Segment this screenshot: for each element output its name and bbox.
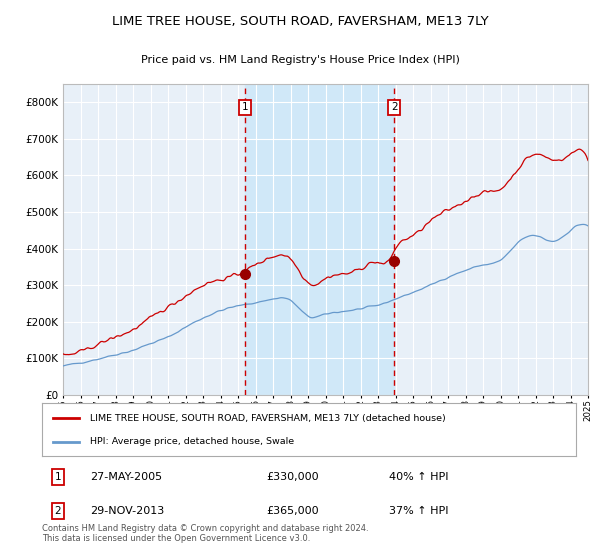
Bar — [245, 84, 394, 395]
Text: LIME TREE HOUSE, SOUTH ROAD, FAVERSHAM, ME13 7LY (detached house): LIME TREE HOUSE, SOUTH ROAD, FAVERSHAM, … — [90, 414, 446, 423]
Text: 1: 1 — [242, 102, 248, 113]
Text: 2: 2 — [391, 102, 397, 113]
Text: 2: 2 — [55, 506, 61, 516]
Text: £330,000: £330,000 — [266, 472, 319, 482]
Text: LIME TREE HOUSE, SOUTH ROAD, FAVERSHAM, ME13 7LY: LIME TREE HOUSE, SOUTH ROAD, FAVERSHAM, … — [112, 15, 488, 27]
Text: Contains HM Land Registry data © Crown copyright and database right 2024.
This d: Contains HM Land Registry data © Crown c… — [42, 524, 368, 543]
Text: 1: 1 — [55, 472, 61, 482]
Text: Price paid vs. HM Land Registry's House Price Index (HPI): Price paid vs. HM Land Registry's House … — [140, 55, 460, 65]
Text: 29-NOV-2013: 29-NOV-2013 — [90, 506, 164, 516]
Text: 27-MAY-2005: 27-MAY-2005 — [90, 472, 162, 482]
Text: £365,000: £365,000 — [266, 506, 319, 516]
Text: HPI: Average price, detached house, Swale: HPI: Average price, detached house, Swal… — [90, 437, 294, 446]
Text: 40% ↑ HPI: 40% ↑ HPI — [389, 472, 449, 482]
Text: 37% ↑ HPI: 37% ↑ HPI — [389, 506, 449, 516]
